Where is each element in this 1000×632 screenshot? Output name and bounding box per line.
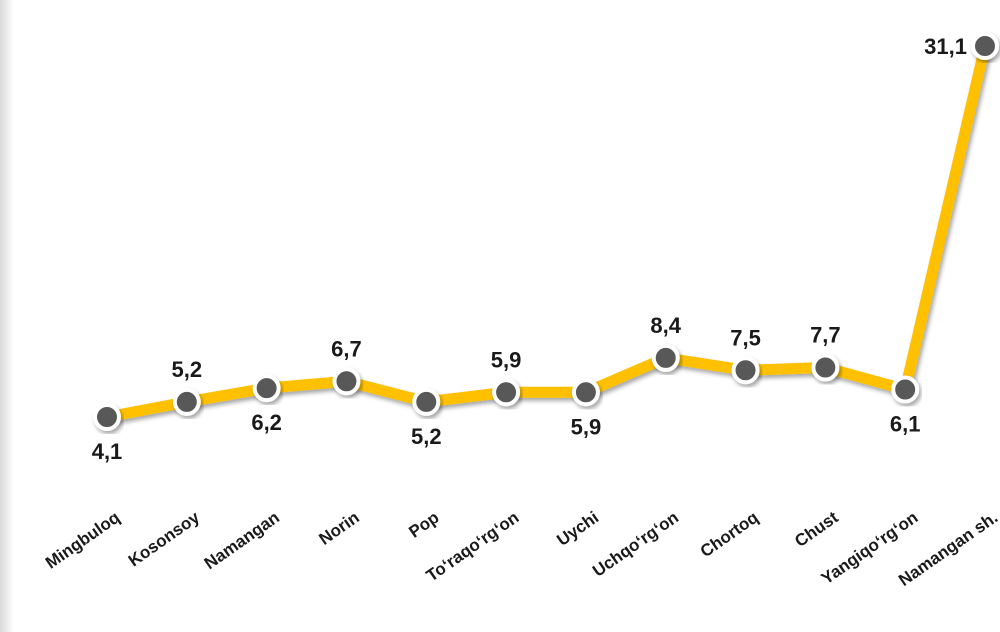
data-point (175, 390, 199, 414)
data-point (813, 356, 837, 380)
data-label: 5,9 (571, 414, 602, 439)
data-point (574, 380, 598, 404)
data-label: 7,7 (810, 323, 841, 348)
category-tick-label: Norin (315, 508, 362, 549)
data-label: 7,5 (730, 325, 761, 350)
data-label: 5,2 (411, 424, 442, 449)
data-point (654, 346, 678, 370)
data-label: 5,9 (491, 347, 522, 372)
data-point (494, 380, 518, 404)
data-point (414, 390, 438, 414)
data-label: 6,2 (251, 410, 282, 435)
category-tick-label: Uychi (553, 508, 602, 550)
series-line (107, 46, 985, 417)
data-point (893, 378, 917, 402)
data-point (334, 369, 358, 393)
category-tick-label: Chust (791, 508, 842, 551)
data-point (973, 34, 997, 58)
category-tick-label: Kosonsoy (125, 507, 204, 570)
data-point (95, 405, 119, 429)
category-tick-label: Mingbuloq (42, 508, 123, 573)
data-label: 8,4 (650, 313, 681, 338)
data-label: 6,7 (331, 336, 362, 361)
category-tick-label: Uchqo‘rg‘on (589, 508, 682, 581)
category-tick-label: Chortoq (697, 508, 762, 561)
category-tick-label: Pop (405, 508, 442, 542)
data-point (734, 358, 758, 382)
category-tick-label: Namangan (201, 508, 283, 573)
data-label: 31,1 (924, 34, 967, 59)
data-label: 4,1 (92, 439, 123, 464)
data-label: 5,2 (172, 357, 203, 382)
data-label: 6,1 (890, 412, 921, 437)
data-point (255, 376, 279, 400)
